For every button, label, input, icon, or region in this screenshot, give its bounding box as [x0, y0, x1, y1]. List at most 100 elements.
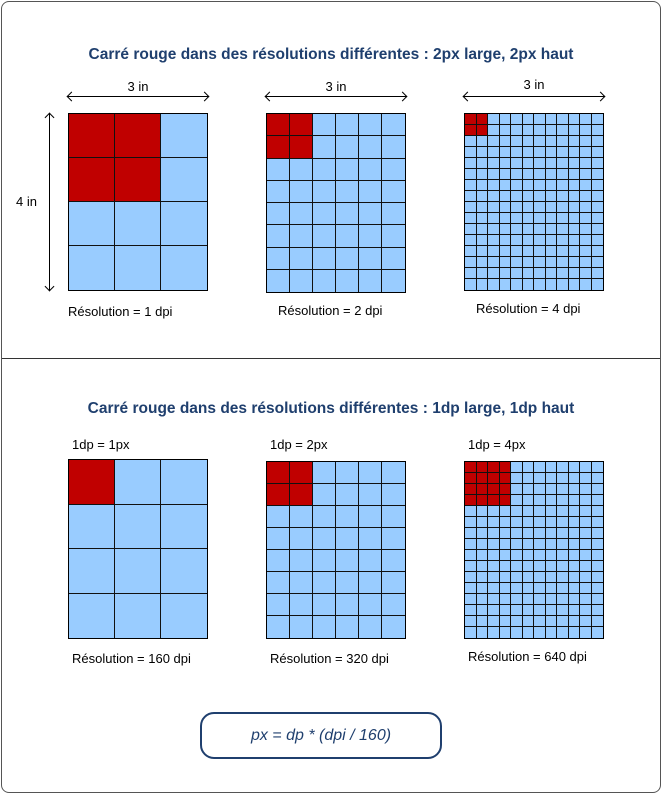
blue-pixel [161, 202, 207, 246]
blue-pixel [267, 269, 290, 292]
blue-pixel [511, 561, 523, 572]
blue-pixel [580, 180, 592, 191]
blue-pixel [382, 158, 405, 181]
width-label-1: 3 in [127, 79, 149, 94]
blue-pixel [290, 616, 313, 638]
red-pixel [488, 473, 500, 484]
blue-pixel [359, 572, 382, 594]
blue-pixel [382, 616, 405, 638]
blue-pixel [359, 616, 382, 638]
blue-pixel [568, 583, 580, 594]
red-pixel [267, 114, 290, 137]
blue-pixel [545, 462, 557, 473]
blue-pixel [359, 462, 382, 484]
blue-pixel [545, 169, 557, 180]
blue-pixel [580, 572, 592, 583]
blue-pixel [545, 257, 557, 268]
blue-pixel [511, 147, 523, 158]
blue-pixel [476, 257, 488, 268]
blue-pixel [359, 506, 382, 528]
blue-pixel [313, 484, 336, 506]
blue-pixel [591, 484, 603, 495]
blue-pixel [580, 147, 592, 158]
blue-pixel [313, 247, 336, 270]
blue-pixel [534, 147, 546, 158]
blue-pixel [591, 158, 603, 169]
blue-pixel [476, 517, 488, 528]
blue-pixel [568, 539, 580, 550]
blue-pixel [336, 136, 359, 159]
caption-320dpi: Résolution = 320 dpi [270, 651, 389, 666]
blue-pixel [336, 484, 359, 506]
blue-pixel [290, 269, 313, 292]
blue-pixel [476, 169, 488, 180]
blue-pixel [488, 191, 500, 202]
bottom-section-title: Carré rouge dans des résolutions différe… [87, 400, 575, 417]
blue-pixel [359, 136, 382, 159]
blue-pixel [476, 528, 488, 539]
blue-pixel [591, 561, 603, 572]
blue-pixel [522, 517, 534, 528]
blue-pixel [557, 180, 569, 191]
blue-pixel [290, 550, 313, 572]
blue-pixel [336, 462, 359, 484]
blue-pixel [313, 136, 336, 159]
blue-pixel [465, 147, 477, 158]
blue-pixel [522, 246, 534, 257]
blue-pixel [290, 203, 313, 226]
pixel-grid-320dpi [266, 461, 406, 639]
blue-pixel [557, 246, 569, 257]
blue-pixel [499, 528, 511, 539]
blue-pixel [534, 539, 546, 550]
blue-pixel [161, 593, 207, 638]
blue-pixel [568, 136, 580, 147]
blue-pixel [591, 235, 603, 246]
blue-pixel [313, 225, 336, 248]
blue-pixel [580, 257, 592, 268]
blue-pixel [568, 561, 580, 572]
blue-pixel [336, 528, 359, 550]
blue-pixel [499, 158, 511, 169]
blue-pixel [476, 605, 488, 616]
blue-pixel [522, 572, 534, 583]
blue-pixel [534, 583, 546, 594]
blue-pixel [488, 627, 500, 638]
blue-pixel [511, 627, 523, 638]
blue-pixel [522, 125, 534, 136]
blue-pixel [591, 627, 603, 638]
blue-pixel [476, 561, 488, 572]
blue-pixel [382, 528, 405, 550]
blue-pixel [499, 517, 511, 528]
blue-pixel [557, 279, 569, 290]
blue-pixel [591, 125, 603, 136]
blue-pixel [557, 550, 569, 561]
blue-pixel [488, 213, 500, 224]
blue-pixel [545, 605, 557, 616]
blue-pixel [499, 539, 511, 550]
blue-pixel [267, 225, 290, 248]
blue-pixel [267, 594, 290, 616]
blue-pixel [580, 528, 592, 539]
blue-pixel [465, 561, 477, 572]
blue-pixel [568, 616, 580, 627]
blue-pixel [522, 462, 534, 473]
blue-pixel [476, 594, 488, 605]
blue-pixel [290, 572, 313, 594]
blue-pixel [557, 583, 569, 594]
blue-pixel [488, 114, 500, 125]
blue-pixel [580, 246, 592, 257]
blue-pixel [568, 257, 580, 268]
blue-pixel [69, 504, 115, 549]
caption-2dpi: Résolution = 2 dpi [278, 303, 383, 318]
blue-pixel [545, 114, 557, 125]
blue-pixel [580, 583, 592, 594]
blue-pixel [511, 202, 523, 213]
blue-pixel [69, 246, 115, 290]
blue-pixel [568, 158, 580, 169]
blue-pixel [580, 279, 592, 290]
blue-pixel [591, 147, 603, 158]
blue-pixel [359, 594, 382, 616]
blue-pixel [382, 594, 405, 616]
blue-pixel [522, 147, 534, 158]
blue-pixel [591, 246, 603, 257]
